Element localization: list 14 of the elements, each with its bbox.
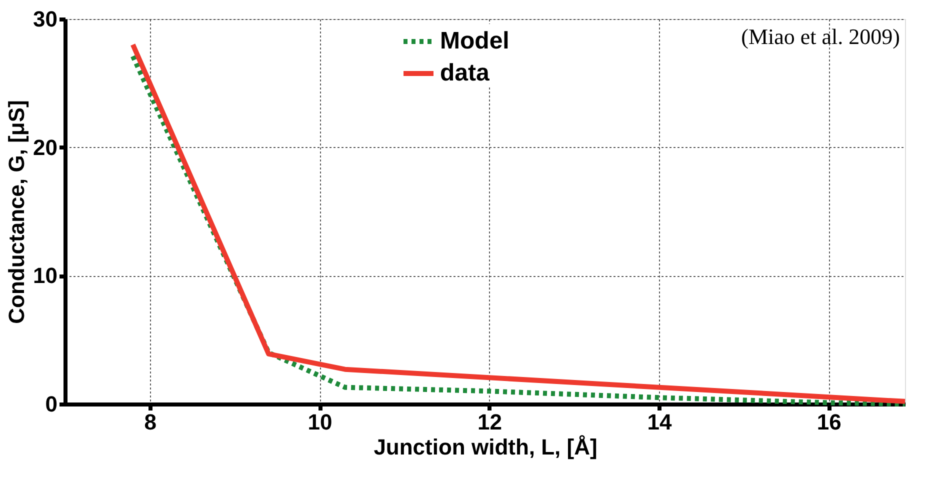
y-tick-label: 0 — [45, 392, 58, 416]
y-tick-label: 20 — [33, 134, 58, 160]
y-tick-label: 30 — [33, 6, 58, 32]
y-axis-title: Conductance, G, [μS] — [4, 100, 30, 324]
x-tick-label: 14 — [647, 410, 672, 434]
legend-label: data — [440, 60, 490, 86]
x-tick-label: 8 — [144, 410, 156, 434]
x-tick-label: 12 — [478, 410, 502, 434]
x-axis-title: Junction width, L, [Å] — [374, 434, 598, 460]
x-tick-label: 16 — [816, 410, 842, 434]
y-tick-label: 10 — [33, 263, 58, 288]
legend-label: Model — [440, 28, 510, 54]
annotation: (Miao et al. 2009) — [741, 24, 900, 49]
x-tick-label: 10 — [308, 410, 332, 434]
